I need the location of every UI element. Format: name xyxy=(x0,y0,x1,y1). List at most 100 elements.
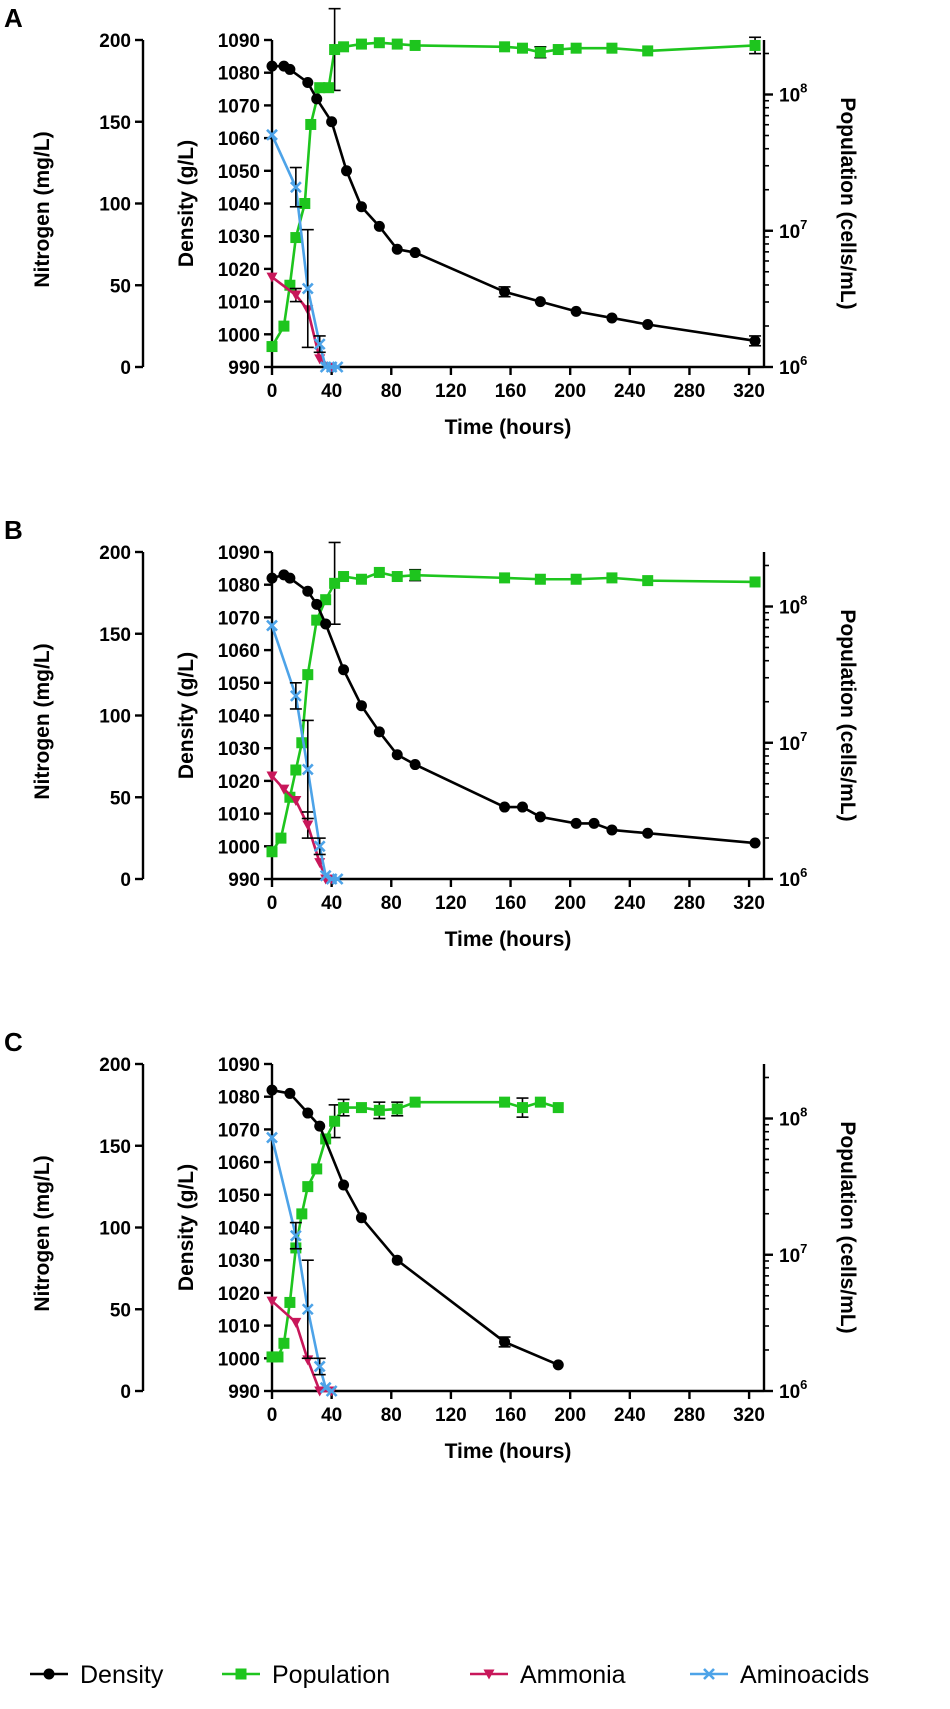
aminoacids-point xyxy=(319,869,332,882)
x-tick-label: 280 xyxy=(674,1405,706,1426)
ammonia-series xyxy=(266,1296,338,1397)
x-tick-label: 40 xyxy=(321,381,342,402)
density-point xyxy=(314,1120,326,1132)
density-point xyxy=(311,93,323,105)
density-point xyxy=(570,305,582,317)
ammonia-point xyxy=(290,1317,302,1328)
panel-letter: C xyxy=(4,1027,23,1057)
aminoacids-series xyxy=(266,128,344,373)
aminoacids-point xyxy=(266,1131,278,1144)
nitrogen-tick-label: 200 xyxy=(99,1055,131,1076)
density-tick-label: 1030 xyxy=(218,739,260,760)
population-point xyxy=(311,614,323,626)
density-point xyxy=(302,77,314,89)
legend-swatch-marker xyxy=(483,1669,495,1680)
density-tick-label: 1040 xyxy=(218,707,260,728)
aminoacids-point xyxy=(301,1303,314,1316)
legend-label: Aminoacids xyxy=(740,1661,869,1689)
population-tick-label: 107 xyxy=(779,729,807,755)
legend-item-density: Density xyxy=(30,1661,164,1689)
density-point xyxy=(302,585,314,597)
x-tick-label: 280 xyxy=(674,893,706,914)
density-tick-label: 1090 xyxy=(218,31,260,52)
legend-label: Population xyxy=(272,1661,390,1689)
population-point xyxy=(329,577,341,589)
population-point xyxy=(499,41,511,53)
legend-swatch-marker xyxy=(43,1668,55,1680)
population-tick-label: 106 xyxy=(779,353,807,379)
density-tick-label: 1040 xyxy=(218,195,260,216)
x-axis-title: Time (hours) xyxy=(445,416,572,439)
x-tick-label: 280 xyxy=(674,381,706,402)
population-point xyxy=(570,573,582,585)
legend-swatch-marker xyxy=(235,1668,247,1680)
x-tick-label: 200 xyxy=(554,381,586,402)
nitrogen-tick-label: 50 xyxy=(110,788,131,809)
density-tick-label: 1030 xyxy=(218,227,260,248)
ammonia-series xyxy=(266,771,338,885)
legend-item-aminoacids: Aminoacids xyxy=(690,1661,869,1689)
density-tick-label: 990 xyxy=(228,1382,260,1403)
population-axis: 106 107 108 Population (cells/mL) xyxy=(762,552,859,891)
aminoacids-point xyxy=(266,619,278,632)
nitrogen-tick-label: 50 xyxy=(110,1300,131,1321)
aminoacids-point xyxy=(319,1381,332,1394)
population-point xyxy=(606,572,618,584)
population-point xyxy=(534,573,546,585)
population-axis-title: Population (cells/mL) xyxy=(836,1121,859,1333)
density-point xyxy=(338,1179,350,1191)
density-point xyxy=(373,726,385,738)
legend-label: Ammonia xyxy=(520,1661,626,1689)
density-tick-label: 1080 xyxy=(218,1088,260,1109)
population-point xyxy=(355,573,367,585)
population-point xyxy=(534,1096,546,1108)
density-tick-label: 1030 xyxy=(218,1251,260,1272)
nitrogen-tick-label: 200 xyxy=(99,543,131,564)
ammonia-point xyxy=(290,796,302,807)
density-tick-label: 1070 xyxy=(218,1120,260,1141)
population-point xyxy=(373,566,385,578)
legend-label: Density xyxy=(80,1661,164,1689)
ammonia-point xyxy=(266,771,278,782)
density-point xyxy=(642,318,654,330)
density-point xyxy=(266,1084,278,1096)
density-point xyxy=(534,296,546,308)
nitrogen-tick-label: 150 xyxy=(99,113,131,134)
density-point xyxy=(409,247,421,259)
density-point xyxy=(409,759,421,771)
ammonia-point xyxy=(302,820,314,831)
density-tick-label: 1050 xyxy=(218,674,260,695)
x-tick-label: 120 xyxy=(435,1405,467,1426)
density-point xyxy=(266,60,278,72)
density-tick-label: 990 xyxy=(228,870,260,891)
density-point xyxy=(284,572,296,584)
aminoacids-point xyxy=(313,338,326,351)
density-point xyxy=(355,1212,367,1224)
density-tick-label: 1040 xyxy=(218,1219,260,1240)
density-point xyxy=(338,664,350,676)
nitrogen-tick-label: 150 xyxy=(99,1137,131,1158)
nitrogen-tick-label: 100 xyxy=(99,1219,131,1240)
density-tick-label: 1060 xyxy=(218,129,260,150)
density-axis-title: Density (g/L) xyxy=(175,140,198,267)
nitrogen-tick-label: 0 xyxy=(120,358,131,379)
nitrogen-tick-label: 100 xyxy=(99,707,131,728)
population-tick-label: 108 xyxy=(779,593,807,619)
x-tick-label: 160 xyxy=(495,381,527,402)
aminoacids-point xyxy=(301,763,314,776)
population-point xyxy=(278,320,290,332)
legend-item-population: Population xyxy=(222,1661,390,1689)
panel-letter: A xyxy=(4,3,23,33)
x-axis-title: Time (hours) xyxy=(445,928,572,951)
aminoacids-series xyxy=(266,619,344,885)
density-tick-label: 1000 xyxy=(218,837,260,858)
population-point xyxy=(272,1351,284,1363)
density-series xyxy=(266,569,761,849)
panel-a: A 0 50 100 150 200 Nitrogen (mg/L) 990 1000 1010 1… xyxy=(4,3,859,439)
density-axis-title: Density (g/L) xyxy=(175,1164,198,1291)
density-tick-label: 1020 xyxy=(218,772,260,793)
nitrogen-axis: 0 50 100 150 200 Nitrogen (mg/L) xyxy=(31,31,145,379)
population-point xyxy=(266,1351,278,1363)
